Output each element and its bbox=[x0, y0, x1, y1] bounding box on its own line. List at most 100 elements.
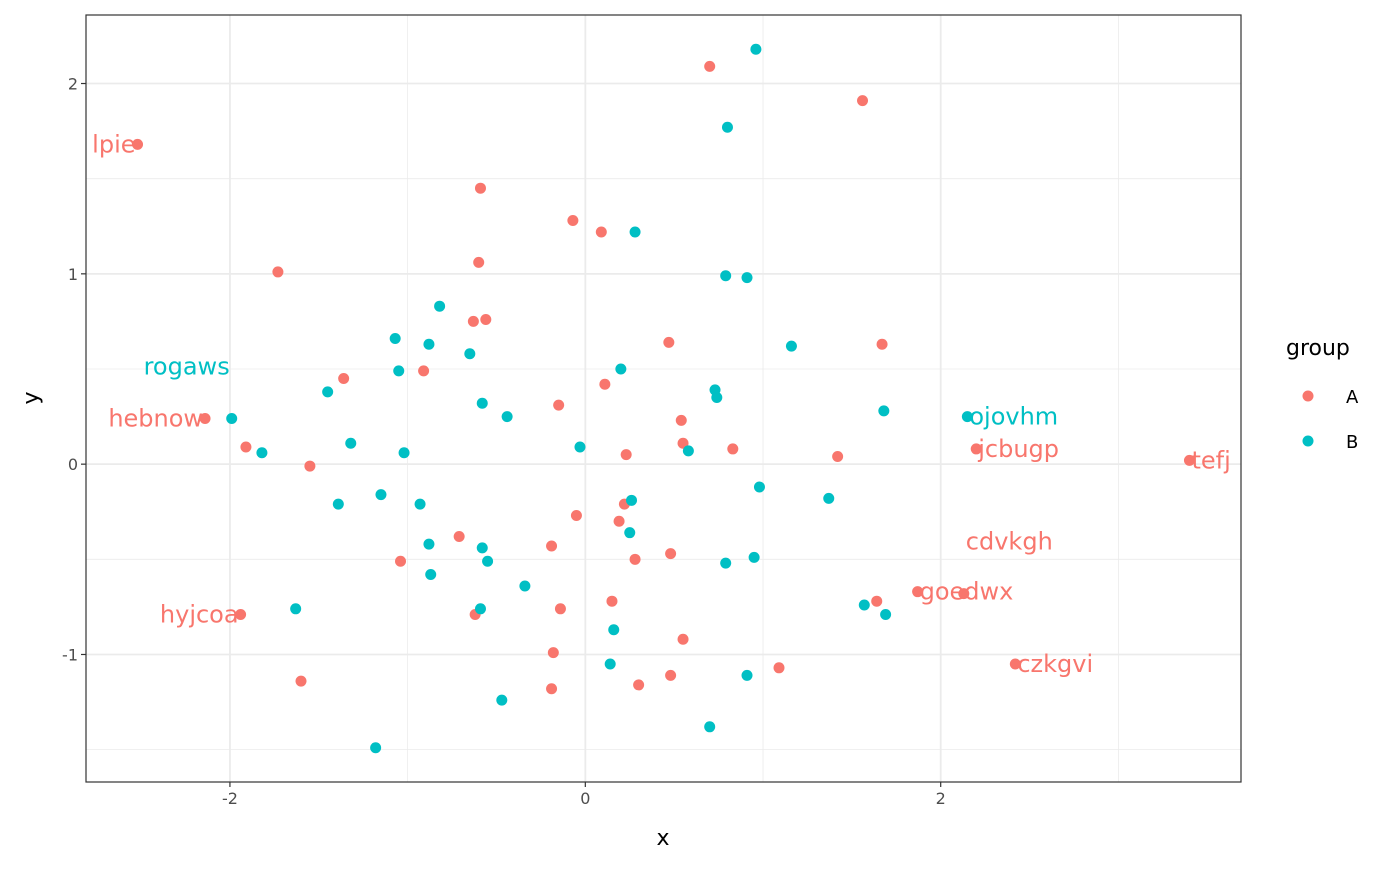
data-point-b bbox=[961, 411, 973, 423]
data-point-b bbox=[256, 447, 268, 459]
data-point-b bbox=[226, 412, 238, 424]
data-point-b bbox=[393, 365, 405, 377]
data-point-a bbox=[395, 555, 407, 567]
y-axis-title: y bbox=[19, 391, 44, 404]
points-layer bbox=[132, 43, 1195, 754]
y-tick-label: 1 bbox=[68, 265, 78, 284]
point-label: tefj bbox=[1191, 446, 1230, 474]
data-point-a bbox=[1183, 454, 1195, 466]
data-point-b bbox=[370, 742, 382, 754]
data-point-b bbox=[389, 333, 401, 345]
axis-ticks: -2 0 2 -1 0 1 2 bbox=[62, 75, 946, 808]
x-tick-label: -2 bbox=[222, 789, 238, 808]
data-point-b bbox=[434, 300, 446, 312]
data-point-b bbox=[476, 542, 488, 554]
data-point-b bbox=[423, 538, 435, 550]
data-point-b bbox=[501, 411, 513, 423]
data-point-a bbox=[595, 226, 607, 238]
point-label: lpie bbox=[92, 130, 135, 158]
data-point-b bbox=[464, 348, 476, 360]
data-point-b bbox=[496, 694, 508, 706]
y-tick-label: 0 bbox=[68, 455, 78, 474]
data-point-b bbox=[858, 599, 870, 611]
point-label: hebnow bbox=[108, 404, 203, 432]
data-point-a bbox=[871, 595, 883, 607]
data-point-a bbox=[912, 586, 924, 598]
legend-key-a bbox=[1302, 390, 1314, 402]
data-point-b bbox=[398, 447, 410, 459]
point-label: rogaws bbox=[144, 352, 230, 380]
data-point-b bbox=[332, 498, 344, 510]
data-point-a bbox=[677, 437, 689, 449]
data-point-b bbox=[474, 603, 486, 615]
y-tick-label: -1 bbox=[62, 645, 78, 664]
data-point-a bbox=[665, 548, 677, 560]
data-point-a bbox=[474, 182, 486, 194]
data-point-a bbox=[473, 256, 485, 268]
data-point-a bbox=[570, 510, 582, 522]
data-point-a bbox=[547, 647, 559, 659]
data-point-a bbox=[546, 683, 558, 695]
x-tick-label: 2 bbox=[936, 789, 946, 808]
legend-title: group bbox=[1286, 336, 1350, 361]
data-point-a bbox=[704, 60, 716, 72]
data-point-b bbox=[878, 405, 890, 417]
data-point-b bbox=[414, 498, 426, 510]
y-tick-label: 2 bbox=[68, 75, 78, 94]
data-point-b bbox=[574, 441, 586, 453]
data-point-a bbox=[663, 336, 675, 348]
data-point-b bbox=[720, 557, 732, 569]
data-point-b bbox=[425, 569, 437, 581]
legend-label-b: B bbox=[1346, 432, 1358, 453]
data-point-a bbox=[304, 460, 316, 472]
data-point-b bbox=[711, 392, 723, 404]
data-point-b bbox=[750, 43, 762, 55]
data-point-b bbox=[290, 603, 302, 615]
data-point-b bbox=[626, 494, 638, 506]
data-point-a bbox=[675, 414, 687, 426]
data-point-a bbox=[613, 515, 625, 527]
data-point-b bbox=[748, 551, 760, 563]
data-point-b bbox=[608, 624, 620, 636]
gridlines bbox=[86, 15, 1241, 782]
data-point-b bbox=[476, 397, 488, 409]
data-point-a bbox=[727, 443, 739, 455]
data-point-a bbox=[467, 315, 479, 327]
data-point-a bbox=[199, 412, 211, 424]
data-point-a bbox=[295, 675, 307, 687]
data-point-b bbox=[519, 580, 531, 592]
data-point-b bbox=[604, 658, 616, 670]
data-point-a bbox=[240, 441, 252, 453]
data-point-a bbox=[857, 95, 869, 107]
data-point-a bbox=[546, 540, 558, 552]
data-point-a bbox=[606, 595, 618, 607]
data-point-a bbox=[338, 373, 350, 385]
data-point-b bbox=[629, 226, 641, 238]
point-label: czkgvi bbox=[1017, 650, 1093, 678]
data-point-a bbox=[418, 365, 430, 377]
data-point-b bbox=[741, 669, 753, 681]
data-point-b bbox=[423, 338, 435, 350]
data-point-a bbox=[567, 215, 579, 227]
data-point-b bbox=[785, 340, 797, 352]
data-point-b bbox=[721, 121, 733, 133]
data-point-b bbox=[624, 527, 636, 539]
data-point-a bbox=[832, 451, 844, 463]
data-point-b bbox=[720, 270, 732, 282]
data-point-b bbox=[615, 363, 627, 375]
data-point-b bbox=[322, 386, 334, 398]
data-point-a bbox=[272, 266, 284, 278]
data-point-b bbox=[741, 272, 753, 284]
data-point-a bbox=[620, 449, 632, 461]
point-label: jcbugp bbox=[977, 435, 1059, 463]
labels-layer: lpie hebnow jcbugp tefj hyjcoa goedwx cdvkgh cz… bbox=[92, 130, 1231, 678]
point-label: goedwx bbox=[920, 578, 1014, 606]
data-point-a bbox=[773, 662, 785, 674]
data-point-a bbox=[677, 633, 689, 645]
data-point-b bbox=[345, 437, 357, 449]
x-tick-label: 0 bbox=[580, 789, 590, 808]
data-point-a bbox=[876, 338, 888, 350]
panel-border bbox=[85, 14, 1242, 783]
data-point-a bbox=[633, 679, 645, 691]
